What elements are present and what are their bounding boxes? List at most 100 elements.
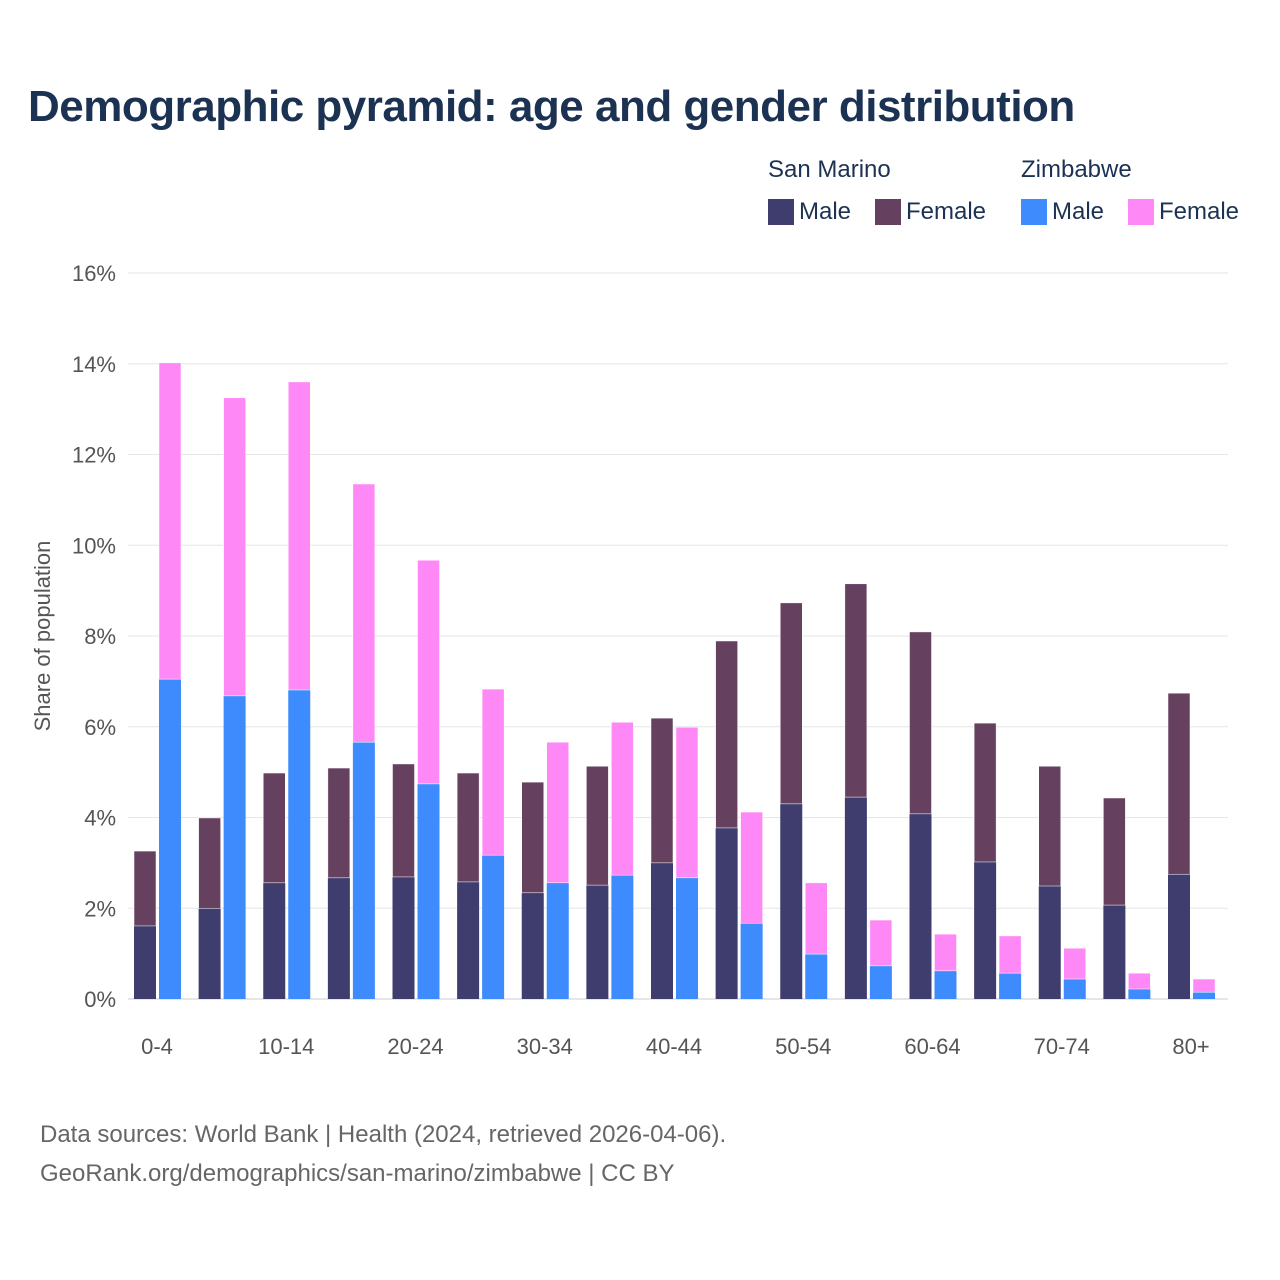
legend-item-san-marino-female[interactable]: Female	[875, 198, 986, 226]
bar-san-marino-male-75-79[interactable]	[1103, 905, 1126, 999]
bar-zimbabwe-female-25-29[interactable]	[481, 688, 505, 856]
legend-group-zimbabwe: Zimbabwe	[1021, 156, 1132, 183]
bar-zimbabwe-male-0-4[interactable]	[159, 679, 181, 999]
bar-san-marino-female-45-49[interactable]	[715, 640, 738, 829]
bar-zimbabwe-male-55-59[interactable]	[869, 965, 892, 999]
legend-group-san-marino: San Marino	[768, 156, 891, 183]
bar-san-marino-male-40-44[interactable]	[651, 862, 673, 999]
bar-zimbabwe-male-35-39[interactable]	[611, 875, 634, 999]
y-tick-label: 14%	[72, 352, 116, 377]
bar-zimbabwe-male-60-64[interactable]	[934, 970, 957, 999]
bar-zimbabwe-female-80+[interactable]	[1192, 978, 1216, 993]
bar-san-marino-male-5-9[interactable]	[198, 908, 221, 999]
bar-san-marino-female-5-9[interactable]	[198, 817, 221, 909]
y-tick-label: 6%	[84, 715, 116, 740]
y-tick-label: 10%	[72, 533, 116, 558]
bar-zimbabwe-female-15-19[interactable]	[352, 483, 376, 743]
bar-san-marino-female-30-34[interactable]	[521, 781, 544, 894]
y-tick-label: 4%	[84, 806, 116, 831]
bar-san-marino-female-25-29[interactable]	[456, 772, 480, 883]
bar-san-marino-female-80+[interactable]	[1167, 692, 1191, 875]
bar-san-marino-female-35-39[interactable]	[586, 765, 609, 886]
bar-san-marino-female-75-79[interactable]	[1103, 797, 1126, 906]
legend-swatch	[875, 199, 901, 225]
x-tick-label: 40-44	[646, 1034, 702, 1059]
bar-san-marino-male-70-74[interactable]	[1038, 886, 1061, 999]
bar-zimbabwe-male-15-19[interactable]	[352, 742, 375, 999]
y-tick-label: 0%	[84, 987, 116, 1012]
bar-san-marino-male-65-69[interactable]	[974, 861, 997, 999]
legend-item-zimbabwe-male[interactable]: Male	[1021, 198, 1104, 226]
x-tick-label: 50-54	[775, 1034, 831, 1059]
bar-san-marino-male-35-39[interactable]	[586, 885, 609, 999]
bar-san-marino-female-20-24[interactable]	[392, 763, 415, 878]
bar-zimbabwe-female-30-34[interactable]	[546, 741, 569, 884]
bar-zimbabwe-female-40-44[interactable]	[675, 726, 699, 879]
bar-san-marino-female-10-14[interactable]	[263, 772, 286, 884]
x-tick-label: 80+	[1172, 1034, 1209, 1059]
x-tick-label: 30-34	[517, 1034, 573, 1059]
bar-san-marino-female-15-19[interactable]	[327, 767, 351, 879]
bar-zimbabwe-male-40-44[interactable]	[676, 877, 698, 999]
bar-san-marino-male-45-49[interactable]	[715, 827, 738, 999]
legend-item-san-marino-male[interactable]: Male	[768, 198, 851, 226]
legend-swatch	[1021, 199, 1047, 225]
x-tick-label: 70-74	[1034, 1034, 1090, 1059]
bar-san-marino-male-30-34[interactable]	[521, 892, 544, 999]
bar-zimbabwe-male-30-34[interactable]	[546, 882, 569, 999]
legend-label: Female	[1159, 198, 1240, 225]
bar-san-marino-male-15-19[interactable]	[327, 877, 350, 999]
legend-item-zimbabwe-female[interactable]: Female	[1128, 198, 1239, 226]
bar-san-marino-female-60-64[interactable]	[909, 631, 932, 815]
bar-san-marino-female-50-54[interactable]	[780, 602, 803, 805]
bar-zimbabwe-female-55-59[interactable]	[869, 919, 893, 967]
legend-swatch	[768, 199, 794, 225]
bar-zimbabwe-female-50-54[interactable]	[805, 882, 828, 955]
bar-san-marino-female-40-44[interactable]	[650, 717, 674, 864]
bar-san-marino-male-50-54[interactable]	[780, 803, 803, 999]
bar-san-marino-female-55-59[interactable]	[844, 583, 868, 798]
bar-zimbabwe-female-10-14[interactable]	[288, 381, 311, 691]
bar-san-marino-female-0-4[interactable]	[133, 850, 157, 927]
bar-zimbabwe-female-35-39[interactable]	[611, 721, 634, 876]
bar-zimbabwe-male-80+[interactable]	[1193, 992, 1215, 999]
legend-label: Male	[799, 198, 852, 225]
bar-zimbabwe-male-50-54[interactable]	[805, 954, 828, 999]
bar-zimbabwe-male-65-69[interactable]	[999, 973, 1022, 999]
bar-zimbabwe-female-60-64[interactable]	[934, 933, 957, 972]
bar-san-marino-male-0-4[interactable]	[134, 925, 156, 999]
bar-san-marino-female-65-69[interactable]	[973, 722, 997, 863]
y-tick-label: 12%	[72, 443, 116, 468]
bar-zimbabwe-female-75-79[interactable]	[1128, 972, 1151, 990]
chart-title: Demographic pyramid: age and gender dist…	[28, 82, 1075, 131]
legend-swatch	[1128, 199, 1154, 225]
bar-zimbabwe-male-75-79[interactable]	[1128, 989, 1151, 999]
x-tick-label: 0-4	[141, 1034, 173, 1059]
bar-zimbabwe-female-5-9[interactable]	[223, 397, 246, 697]
bar-zimbabwe-male-70-74[interactable]	[1063, 979, 1086, 999]
bar-san-marino-male-55-59[interactable]	[844, 797, 867, 999]
bar-zimbabwe-male-5-9[interactable]	[223, 695, 246, 999]
bar-san-marino-female-70-74[interactable]	[1038, 765, 1061, 887]
bar-zimbabwe-female-70-74[interactable]	[1063, 947, 1086, 980]
y-tick-label: 8%	[84, 624, 116, 649]
legend-label: Male	[1052, 198, 1105, 225]
bar-zimbabwe-male-25-29[interactable]	[482, 855, 505, 999]
y-axis-label: Share of population	[30, 541, 55, 732]
bar-zimbabwe-female-20-24[interactable]	[417, 559, 440, 785]
bar-san-marino-male-80+[interactable]	[1168, 874, 1190, 999]
bar-zimbabwe-female-65-69[interactable]	[998, 935, 1022, 974]
source-line-2[interactable]: GeoRank.org/demographics/san-marino/zimb…	[40, 1160, 675, 1187]
bar-san-marino-male-60-64[interactable]	[909, 813, 932, 999]
y-tick-label: 2%	[84, 896, 116, 921]
bar-zimbabwe-male-10-14[interactable]	[288, 689, 311, 999]
bar-zimbabwe-female-45-49[interactable]	[740, 811, 763, 924]
bar-san-marino-male-10-14[interactable]	[263, 882, 286, 999]
bar-san-marino-male-20-24[interactable]	[392, 876, 415, 999]
bar-san-marino-male-25-29[interactable]	[457, 881, 480, 999]
bar-zimbabwe-male-45-49[interactable]	[740, 923, 763, 999]
bar-zimbabwe-female-0-4[interactable]	[158, 362, 182, 680]
x-tick-label: 10-14	[258, 1034, 314, 1059]
bar-zimbabwe-male-20-24[interactable]	[417, 783, 440, 999]
